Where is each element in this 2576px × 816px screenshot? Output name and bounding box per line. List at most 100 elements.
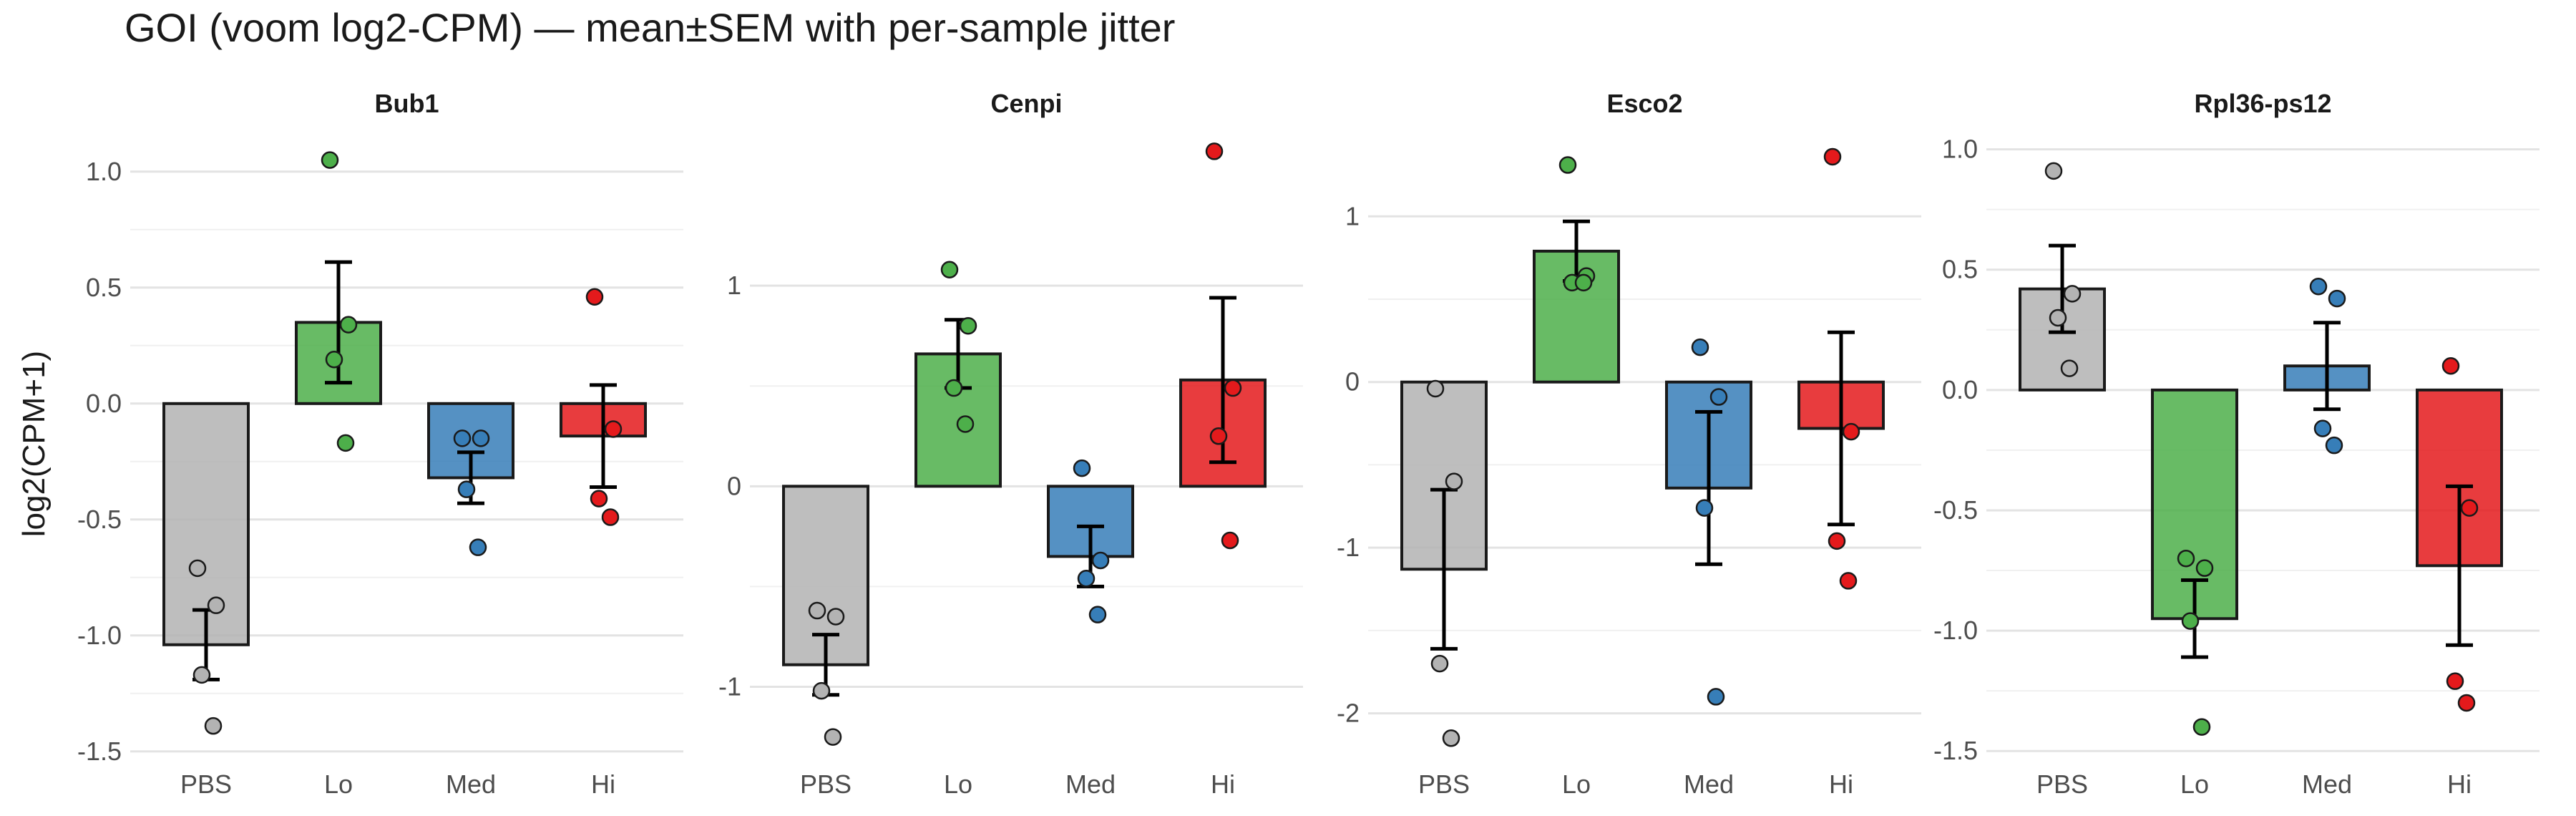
x-tick-label: Med xyxy=(1065,769,1116,799)
sample-point xyxy=(2195,559,2214,577)
y-tick-label: 1 xyxy=(1345,201,1360,230)
sample-point xyxy=(1839,572,1858,590)
y-tick-label: 0.5 xyxy=(1942,255,1978,284)
sample-point xyxy=(321,151,339,169)
sample-point xyxy=(2309,278,2328,296)
sample-point xyxy=(1088,606,1107,623)
sample-point xyxy=(590,490,608,507)
y-tick-label: -1.5 xyxy=(1933,736,1978,765)
sample-point xyxy=(808,601,826,620)
sample-point xyxy=(325,350,343,369)
sample-point xyxy=(2049,309,2067,327)
sample-point xyxy=(1209,427,1228,445)
sample-point xyxy=(601,508,620,526)
sample-point xyxy=(207,596,225,614)
sample-point xyxy=(1077,569,1096,588)
sample-point xyxy=(945,379,963,397)
sample-point xyxy=(826,608,845,626)
sample-point xyxy=(2063,285,2082,303)
sample-point xyxy=(472,429,490,447)
x-tick-label: Hi xyxy=(1829,769,1853,799)
sample-point xyxy=(1828,532,1846,550)
y-tick-label: 0.0 xyxy=(1942,375,1978,404)
sample-point xyxy=(1842,422,1860,441)
sample-point xyxy=(192,666,211,684)
y-tick-label: 0 xyxy=(727,471,741,500)
y-tick-label: -1.5 xyxy=(77,737,122,766)
x-tick-label: Lo xyxy=(1562,769,1591,799)
sample-point xyxy=(940,261,959,278)
sample-point xyxy=(1695,499,1714,517)
y-tick-label: -0.5 xyxy=(1933,495,1978,525)
panel-rpl36-ps12: 1.0 0.5 0.0 -0.5 -1.0 -1.5 Rpl36-ps12 PBS Lo Med H… xyxy=(1933,89,2540,799)
sample-point xyxy=(1707,688,1725,706)
sample-point xyxy=(824,728,842,746)
panel-title: Rpl36-ps12 xyxy=(2194,89,2331,118)
sample-point xyxy=(1442,729,1460,747)
sample-point xyxy=(2181,612,2200,630)
sample-point xyxy=(2328,289,2346,308)
sample-point xyxy=(1445,472,1463,490)
x-tick-label: Hi xyxy=(2447,769,2472,799)
sample-point xyxy=(336,434,355,452)
sample-point xyxy=(1073,459,1091,477)
sample-point xyxy=(2446,672,2464,690)
sample-point xyxy=(1221,531,1239,550)
x-tick-label: Med xyxy=(2302,769,2352,799)
x-tick-label: PBS xyxy=(800,769,852,799)
x-tick-label: PBS xyxy=(2036,769,2088,799)
sample-point xyxy=(812,681,831,700)
sample-point xyxy=(1574,273,1593,292)
y-tick-label: 1 xyxy=(727,271,741,300)
sample-point xyxy=(339,316,358,334)
sample-point xyxy=(604,420,623,438)
sample-point xyxy=(1691,338,1709,356)
sample-point xyxy=(2060,359,2079,377)
x-tick-label: Lo xyxy=(324,769,353,799)
y-tick-label: 0.0 xyxy=(86,389,122,418)
sample-point xyxy=(2177,549,2195,568)
sample-point xyxy=(959,316,977,335)
panel-title: Bub1 xyxy=(375,89,439,118)
x-tick-label: Med xyxy=(1684,769,1734,799)
sample-point xyxy=(2441,356,2460,375)
x-tick-label: PBS xyxy=(1418,769,1470,799)
x-tick-label: Hi xyxy=(591,769,615,799)
y-tick-label: -1 xyxy=(1337,533,1360,562)
sample-point xyxy=(457,480,476,498)
sample-point xyxy=(204,717,223,735)
panel-title: Esco2 xyxy=(1606,89,1682,118)
sample-point xyxy=(1430,654,1449,673)
panel-cenpi: 1 0 -1 Cenpi PBS Lo Med Hi xyxy=(718,89,1303,799)
sample-point xyxy=(1224,379,1242,397)
y-tick-label: -1.0 xyxy=(77,621,122,650)
x-tick-label: Med xyxy=(446,769,496,799)
x-tick-label: PBS xyxy=(180,769,232,799)
panel-title: Cenpi xyxy=(990,89,1062,118)
sample-point xyxy=(2457,694,2476,712)
sample-point xyxy=(585,288,604,306)
sample-point xyxy=(1205,142,1224,160)
sample-point xyxy=(1709,388,1728,406)
chart-title: GOI (voom log2-CPM) — mean±SEM with per-… xyxy=(125,5,1176,50)
x-tick-label: Lo xyxy=(2180,769,2209,799)
y-tick-label: -1.0 xyxy=(1933,616,1978,645)
sample-point xyxy=(469,538,487,556)
x-tick-label: Lo xyxy=(944,769,972,799)
y-tick-label: 0 xyxy=(1345,367,1360,397)
y-tick-label: -1 xyxy=(718,672,741,701)
sample-point xyxy=(188,559,207,578)
panel-bub1: 1.0 0.5 0.0 -0.5 -1.0 -1.5 Bub1 PBS Lo Med Hi xyxy=(77,89,683,799)
panel-esco2: 1 0 -1 -2 Esco2 PBS Lo Med Hi xyxy=(1337,89,1921,799)
y-tick-label: 1.0 xyxy=(1942,135,1978,164)
x-tick-label: Hi xyxy=(1211,769,1235,799)
sample-point xyxy=(2192,718,2211,736)
y-tick-label: -2 xyxy=(1337,699,1360,728)
sample-point xyxy=(2313,419,2332,437)
sample-point xyxy=(2044,162,2063,180)
y-tick-label: -0.5 xyxy=(77,505,122,534)
sample-point xyxy=(956,415,975,433)
y-tick-label: 0.5 xyxy=(86,273,122,302)
sample-point xyxy=(2460,499,2479,517)
